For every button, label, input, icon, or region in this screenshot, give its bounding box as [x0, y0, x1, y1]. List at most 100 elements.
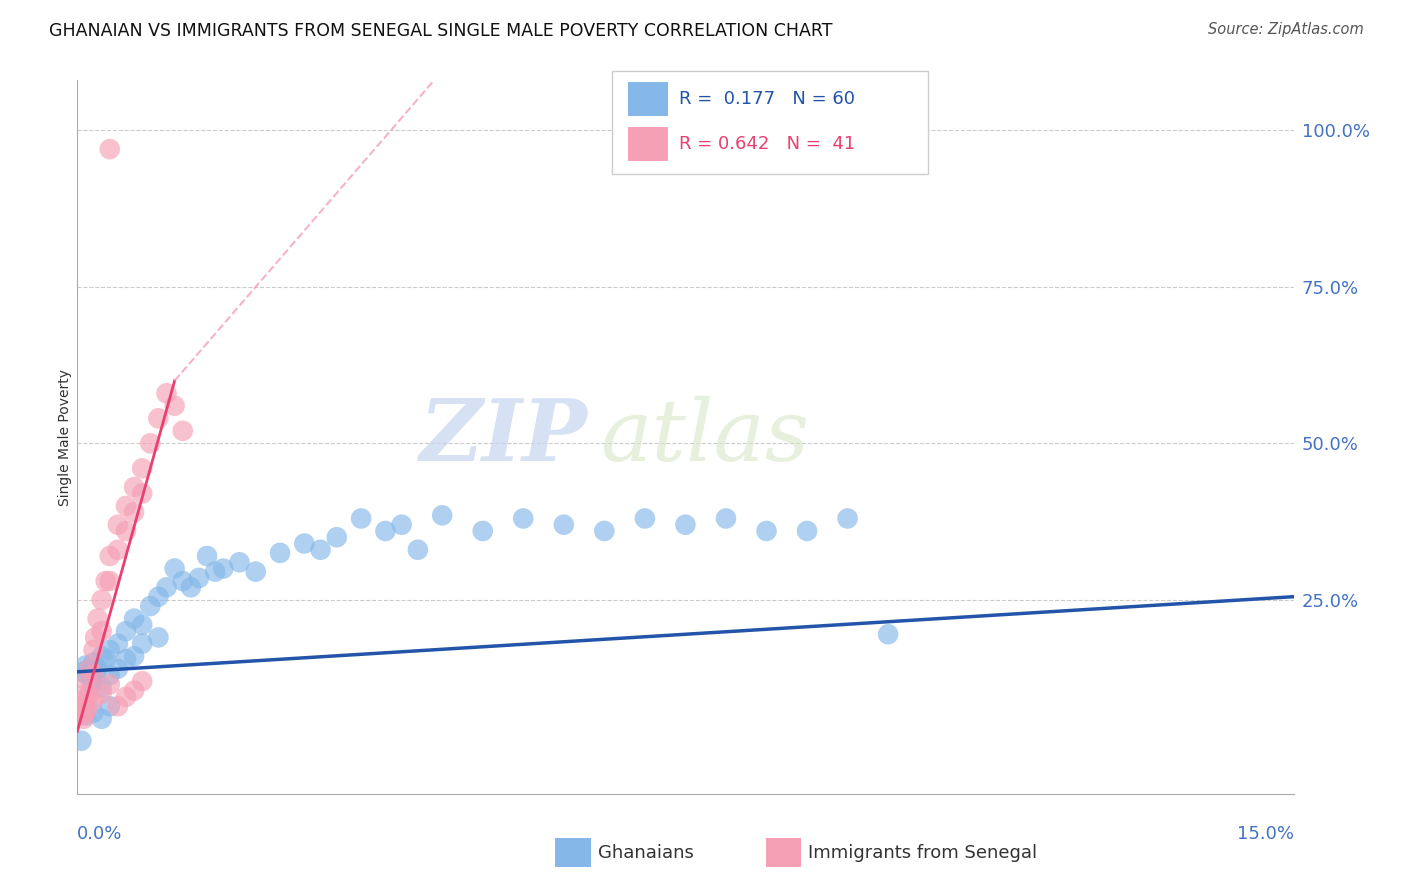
Point — [107, 662, 129, 676]
Point — [94, 574, 117, 588]
Point — [115, 652, 138, 666]
Point — [75, 706, 97, 720]
Point — [115, 624, 138, 639]
Point — [86, 662, 108, 676]
Point — [131, 486, 153, 500]
Point — [122, 649, 145, 664]
Point — [122, 683, 145, 698]
Point — [228, 555, 250, 569]
Point — [98, 142, 121, 156]
Point — [391, 517, 413, 532]
Point — [139, 436, 162, 450]
Text: atlas: atlas — [600, 396, 810, 478]
Point — [76, 674, 98, 689]
Point — [837, 511, 859, 525]
Point — [714, 511, 737, 525]
Point — [180, 580, 202, 594]
Point — [90, 649, 112, 664]
Point — [148, 631, 170, 645]
Point — [155, 386, 177, 401]
Point — [83, 643, 105, 657]
Point — [512, 511, 534, 525]
Point — [131, 674, 153, 689]
Point — [148, 590, 170, 604]
Point — [107, 542, 129, 557]
Point — [83, 656, 105, 670]
Point — [471, 524, 494, 538]
Point — [84, 631, 107, 645]
Text: R = 0.642   N =  41: R = 0.642 N = 41 — [679, 135, 855, 153]
Point — [309, 542, 332, 557]
Point — [155, 580, 177, 594]
Point — [90, 592, 112, 607]
Point — [98, 549, 121, 563]
Point — [79, 687, 101, 701]
Point — [163, 399, 186, 413]
Point — [98, 643, 121, 657]
Point — [98, 699, 121, 714]
Point — [90, 681, 112, 695]
Point — [83, 674, 105, 689]
Point — [75, 687, 97, 701]
Point — [755, 524, 778, 538]
Point — [76, 668, 98, 682]
Point — [122, 612, 145, 626]
Point — [75, 696, 97, 710]
Point — [634, 511, 657, 525]
Point — [131, 637, 153, 651]
Text: 15.0%: 15.0% — [1236, 825, 1294, 843]
Point — [131, 618, 153, 632]
Point — [90, 687, 112, 701]
Point — [172, 424, 194, 438]
Point — [94, 652, 117, 666]
Point — [195, 549, 218, 563]
Point — [80, 674, 103, 689]
Point — [163, 561, 186, 575]
Point — [86, 612, 108, 626]
Point — [70, 733, 93, 747]
Point — [70, 699, 93, 714]
Point — [212, 561, 235, 575]
Point — [204, 565, 226, 579]
Text: Source: ZipAtlas.com: Source: ZipAtlas.com — [1208, 22, 1364, 37]
Point — [84, 668, 107, 682]
Point — [107, 517, 129, 532]
Point — [122, 480, 145, 494]
Text: 0.0%: 0.0% — [77, 825, 122, 843]
Point — [292, 536, 315, 550]
Point — [122, 505, 145, 519]
Point — [148, 411, 170, 425]
Point — [172, 574, 194, 588]
Point — [796, 524, 818, 538]
Point — [83, 693, 105, 707]
Point — [79, 662, 101, 676]
Point — [107, 637, 129, 651]
Point — [245, 565, 267, 579]
Point — [432, 508, 454, 523]
Point — [73, 693, 96, 707]
Point — [139, 599, 162, 613]
Point — [98, 677, 121, 691]
Point — [98, 574, 121, 588]
Point — [188, 571, 211, 585]
Point — [75, 708, 97, 723]
Point — [406, 542, 429, 557]
Point — [877, 627, 900, 641]
Point — [326, 530, 349, 544]
Point — [593, 524, 616, 538]
Point — [83, 668, 105, 682]
Point — [90, 624, 112, 639]
Point — [79, 662, 101, 676]
Point — [675, 517, 697, 532]
Text: GHANAIAN VS IMMIGRANTS FROM SENEGAL SINGLE MALE POVERTY CORRELATION CHART: GHANAIAN VS IMMIGRANTS FROM SENEGAL SING… — [49, 22, 832, 40]
Point — [553, 517, 575, 532]
Point — [76, 702, 98, 716]
Point — [115, 690, 138, 704]
Point — [75, 658, 97, 673]
Text: Ghanaians: Ghanaians — [598, 844, 693, 862]
Point — [115, 524, 138, 538]
Text: R =  0.177   N = 60: R = 0.177 N = 60 — [679, 90, 855, 108]
Point — [374, 524, 396, 538]
Point — [269, 546, 291, 560]
Text: ZIP: ZIP — [420, 395, 588, 479]
